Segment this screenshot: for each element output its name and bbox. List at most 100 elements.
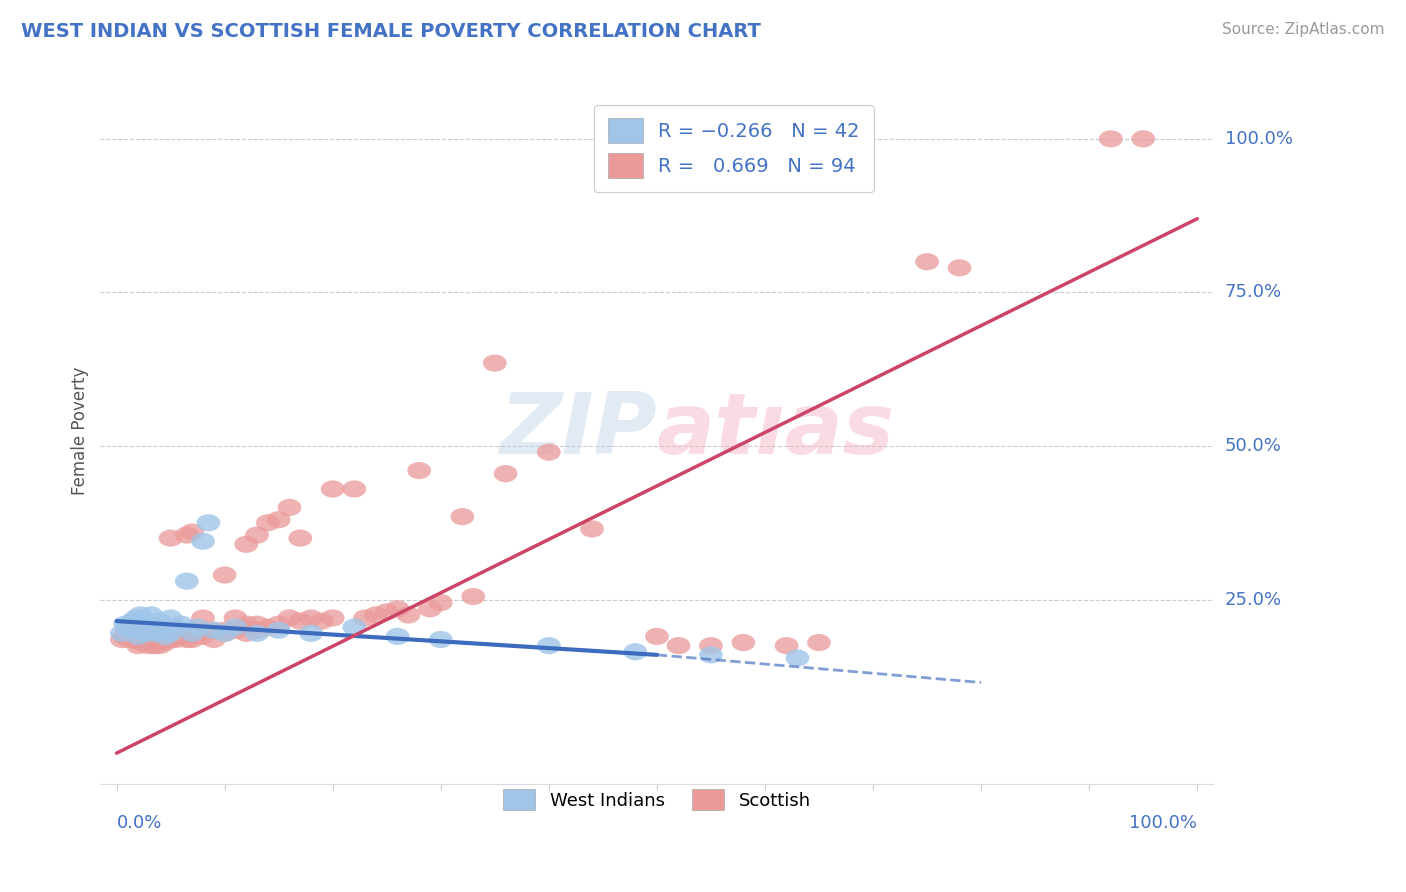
Ellipse shape — [132, 631, 156, 648]
Ellipse shape — [645, 628, 669, 645]
Ellipse shape — [731, 634, 755, 651]
Ellipse shape — [537, 637, 561, 654]
Ellipse shape — [277, 609, 301, 626]
Ellipse shape — [132, 622, 156, 639]
Ellipse shape — [128, 607, 152, 624]
Ellipse shape — [174, 526, 198, 543]
Ellipse shape — [212, 622, 236, 639]
Ellipse shape — [146, 634, 170, 651]
Ellipse shape — [159, 530, 183, 547]
Ellipse shape — [364, 607, 388, 624]
Ellipse shape — [110, 624, 134, 642]
Ellipse shape — [142, 637, 166, 654]
Ellipse shape — [121, 628, 145, 645]
Ellipse shape — [115, 624, 139, 642]
Ellipse shape — [165, 619, 188, 636]
Ellipse shape — [235, 615, 259, 632]
Ellipse shape — [165, 631, 188, 648]
Y-axis label: Female Poverty: Female Poverty — [72, 367, 89, 495]
Ellipse shape — [245, 526, 269, 543]
Ellipse shape — [142, 624, 166, 642]
Ellipse shape — [186, 619, 209, 636]
Ellipse shape — [224, 622, 247, 639]
Ellipse shape — [321, 481, 344, 498]
Ellipse shape — [142, 631, 166, 648]
Ellipse shape — [245, 624, 269, 642]
Ellipse shape — [150, 631, 174, 648]
Ellipse shape — [159, 631, 183, 648]
Text: 0.0%: 0.0% — [117, 814, 162, 832]
Ellipse shape — [385, 600, 409, 617]
Ellipse shape — [385, 628, 409, 645]
Ellipse shape — [146, 619, 170, 636]
Ellipse shape — [418, 600, 441, 617]
Ellipse shape — [299, 624, 323, 642]
Ellipse shape — [174, 624, 198, 642]
Ellipse shape — [623, 643, 647, 660]
Ellipse shape — [114, 615, 138, 632]
Ellipse shape — [132, 622, 156, 639]
Ellipse shape — [138, 631, 160, 648]
Ellipse shape — [115, 622, 139, 639]
Ellipse shape — [396, 607, 420, 624]
Ellipse shape — [180, 622, 204, 639]
Text: Source: ZipAtlas.com: Source: ZipAtlas.com — [1222, 22, 1385, 37]
Ellipse shape — [807, 634, 831, 651]
Ellipse shape — [224, 619, 247, 636]
Ellipse shape — [699, 646, 723, 664]
Ellipse shape — [408, 462, 432, 479]
Ellipse shape — [121, 622, 145, 639]
Text: 50.0%: 50.0% — [1225, 437, 1281, 455]
Ellipse shape — [224, 609, 247, 626]
Ellipse shape — [159, 624, 183, 642]
Ellipse shape — [309, 613, 333, 630]
Ellipse shape — [212, 624, 236, 642]
Ellipse shape — [115, 619, 139, 636]
Ellipse shape — [494, 465, 517, 483]
Ellipse shape — [148, 624, 172, 642]
Ellipse shape — [429, 631, 453, 648]
Ellipse shape — [180, 624, 204, 642]
Ellipse shape — [138, 628, 160, 645]
Ellipse shape — [235, 536, 259, 553]
Ellipse shape — [165, 624, 188, 642]
Ellipse shape — [139, 631, 163, 648]
Ellipse shape — [148, 613, 172, 630]
Ellipse shape — [191, 622, 215, 639]
Ellipse shape — [134, 624, 157, 642]
Ellipse shape — [256, 619, 280, 636]
Ellipse shape — [186, 624, 209, 642]
Ellipse shape — [148, 637, 172, 654]
Ellipse shape — [124, 609, 148, 626]
Ellipse shape — [148, 631, 172, 648]
Ellipse shape — [786, 649, 810, 666]
Ellipse shape — [142, 624, 166, 642]
Ellipse shape — [461, 588, 485, 605]
Ellipse shape — [135, 624, 159, 642]
Ellipse shape — [948, 260, 972, 277]
Ellipse shape — [581, 520, 605, 538]
Ellipse shape — [202, 622, 226, 639]
Ellipse shape — [127, 637, 150, 654]
Ellipse shape — [118, 631, 142, 648]
Ellipse shape — [132, 613, 156, 630]
Ellipse shape — [139, 607, 163, 624]
Ellipse shape — [197, 514, 221, 532]
Text: 100.0%: 100.0% — [1129, 814, 1198, 832]
Ellipse shape — [127, 628, 150, 645]
Ellipse shape — [191, 609, 215, 626]
Ellipse shape — [191, 628, 215, 645]
Ellipse shape — [127, 615, 150, 632]
Ellipse shape — [138, 622, 160, 639]
Ellipse shape — [159, 624, 183, 642]
Ellipse shape — [153, 634, 177, 651]
Ellipse shape — [235, 624, 259, 642]
Text: 75.0%: 75.0% — [1225, 284, 1282, 301]
Ellipse shape — [299, 609, 323, 626]
Ellipse shape — [114, 628, 138, 645]
Ellipse shape — [138, 637, 160, 654]
Ellipse shape — [775, 637, 799, 654]
Ellipse shape — [343, 619, 366, 636]
Ellipse shape — [666, 637, 690, 654]
Ellipse shape — [321, 609, 344, 626]
